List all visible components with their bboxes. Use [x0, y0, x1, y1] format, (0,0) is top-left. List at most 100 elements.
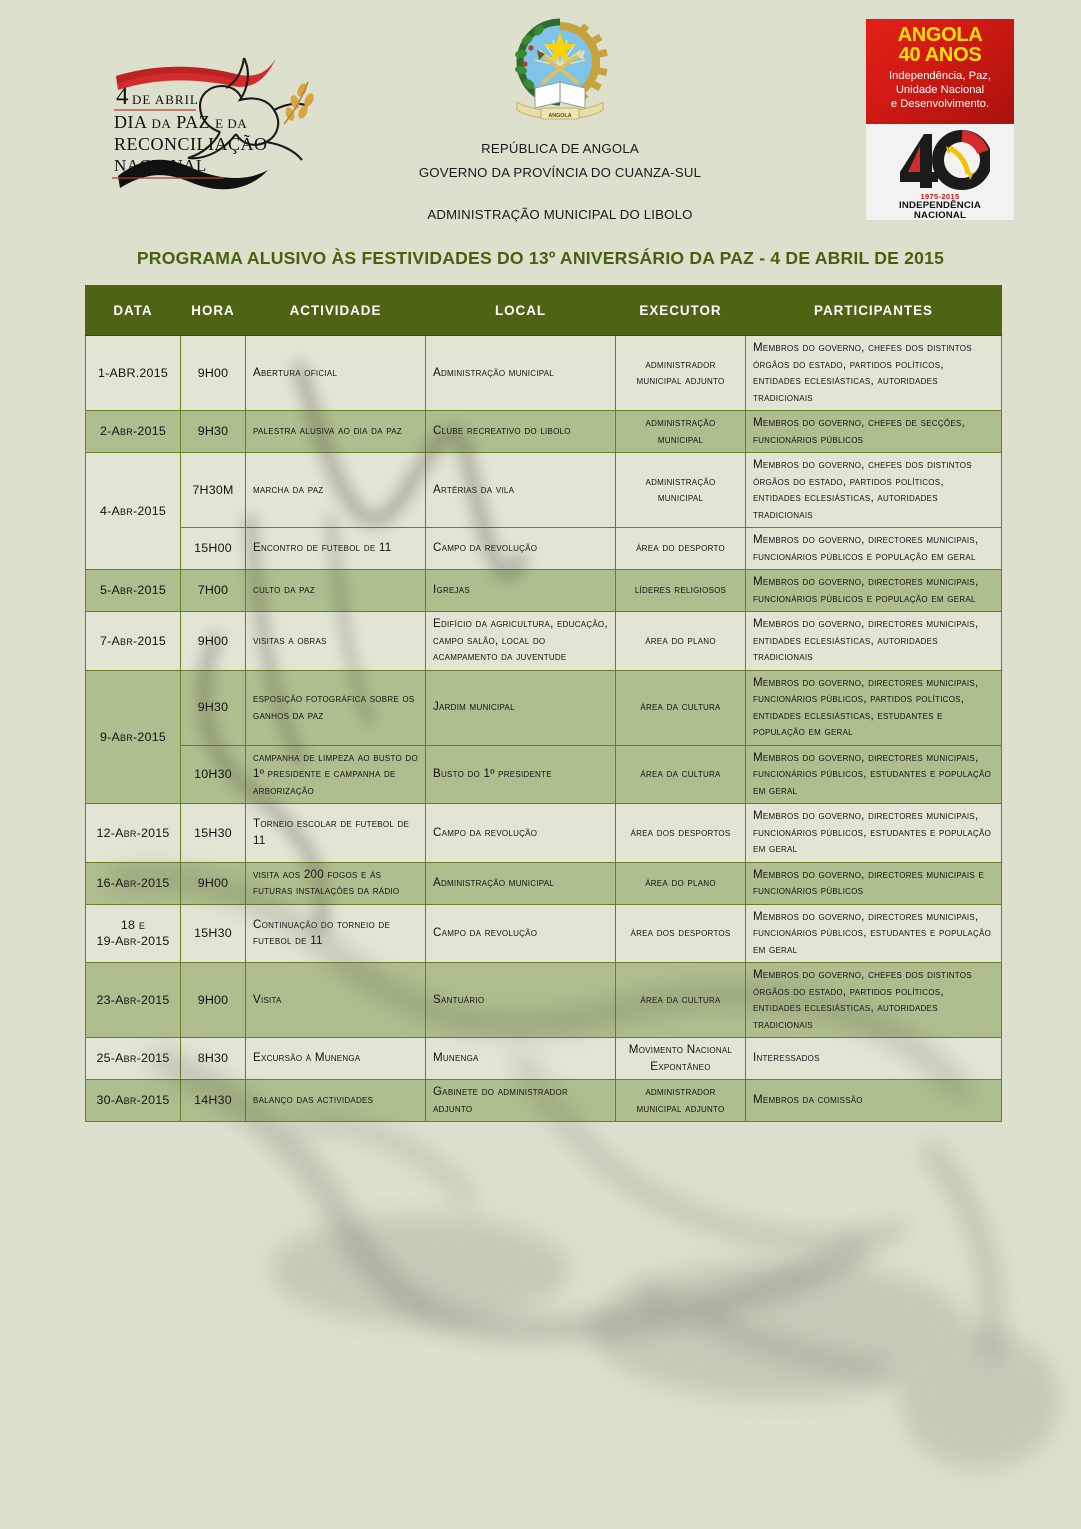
table-row: 7-Abr-2015 9H00 visitas a obras Edifício da… [85, 611, 1002, 671]
cell-activity: Encontro de futebol de 11 [245, 527, 426, 570]
cell-participants: Membros do governo, directores municipai… [745, 903, 1002, 963]
cell-time: 7H30M [180, 452, 246, 528]
republic-line: REPÚBLICA DE ANGOLA [481, 141, 639, 156]
column-header-actividade: ACTIVIDADE [245, 285, 426, 336]
cell-participants: Membros do governo, chefes dos distintos… [745, 335, 1002, 411]
column-header-local: LOCAL [425, 285, 616, 336]
cell-local: Administração municipal [425, 861, 616, 905]
table-row: 4-Abr-2015 7H30M marcha da paz Artérias da … [85, 452, 1002, 570]
cell-time: 9H00 [180, 611, 246, 671]
cell-local: Igrejas [425, 569, 616, 612]
cell-executor: área da cultura [615, 669, 746, 746]
cell-executor: área do plano [615, 861, 746, 905]
cell-time: 15H00 [180, 527, 246, 570]
cell-participants: Membros do governo, directores municipai… [745, 611, 1002, 671]
table-row: 18 e 19-Abr-2015 15H30 Continuação do torn… [85, 903, 1002, 963]
cell-date: 1-ABR.2015 [85, 335, 181, 411]
svg-text:DE ABRIL: DE ABRIL [132, 92, 199, 107]
svg-text:DIA DA PAZ E DA: DIA DA PAZ E DA [114, 112, 247, 132]
cell-executor: administração municipal [615, 410, 746, 453]
cell-executor: administração municipal [615, 452, 746, 528]
cell-activity: Excursão à Munenga [245, 1037, 426, 1080]
coat-banner-text: ANGOLA [548, 113, 571, 119]
cell-date: 18 e 19-Abr-2015 [85, 903, 181, 963]
table-row: 23-Abr-2015 9H00 Visita Santuário área da cu… [85, 962, 1002, 1038]
table-row: 2-Abr-2015 9H30 palestra alusiva ao dia da… [85, 410, 1002, 453]
anos-banner-bottom: 1975-2015 INDEPENDÊNCIA NACIONAL [866, 124, 1014, 221]
cell-time: 7H00 [180, 569, 246, 612]
cell-time: 14H30 [180, 1079, 246, 1122]
svg-text:4: 4 [116, 83, 129, 110]
table-row: 12-Abr-2015 15H30 Torneio escolar de futeb… [85, 803, 1002, 863]
cell-date: 30-Abr-2015 [85, 1079, 181, 1122]
svg-text:NACIONAL: NACIONAL [114, 156, 207, 175]
cell-executor: Movimento Nacional Expontâneo [615, 1037, 746, 1080]
cell-date: 23-Abr-2015 [85, 962, 181, 1038]
column-header-data: DATA [85, 285, 181, 336]
cell-time: 8H30 [180, 1037, 246, 1080]
table-row: 15H00 Encontro de futebol de 11 Campo da r… [86, 527, 1002, 570]
cell-time: 15H30 [180, 903, 246, 963]
svg-text:RECONCILIAÇÃO: RECONCILIAÇÃO [114, 133, 268, 154]
anos-banner-top: ANGOLA 40 ANOS Independência, Paz, Unida… [866, 19, 1014, 124]
cell-time: 9H00 [180, 861, 246, 905]
cell-participants: Membros do governo, directores municipai… [745, 569, 1002, 612]
anos-title-line1: ANGOLA [897, 24, 983, 46]
cell-local: Artérias da vila [425, 452, 616, 528]
cell-activity: Abertura oficial [245, 335, 426, 411]
cell-participants: Membros do governo, directores municipai… [745, 527, 1002, 570]
cell-date: 7-Abr-2015 [85, 611, 181, 671]
anos-years: 1975-2015 [920, 192, 960, 201]
anos-title-line2: 40 ANOS [898, 44, 982, 66]
anos-sub-line3: e Desenvolvimento. [890, 98, 990, 110]
cell-activity: marcha da paz [245, 452, 426, 528]
cell-executor: área da cultura [615, 744, 746, 804]
table-row: 5-Abr-2015 7H00 culto da paz Igrejas líderes… [85, 569, 1002, 612]
cell-local: Jardim municipal [425, 669, 616, 746]
cell-participants: Membros do governo, directores municipai… [745, 861, 1002, 905]
cell-executor: área dos desportos [615, 903, 746, 963]
cell-activity: visita aos 200 fogos e às futuras instal… [245, 861, 426, 905]
angola-coat-of-arms: ANGOLA [515, 18, 608, 120]
cell-executor: área do plano [615, 611, 746, 671]
cell-date: 5-Abr-2015 [85, 569, 181, 612]
cell-date: 16-Abr-2015 [85, 861, 181, 905]
table-row: 16-Abr-2015 9H00 visita aos 200 fogos e às… [85, 861, 1002, 905]
cell-local: Gabinete do administrador adjunto [425, 1079, 616, 1122]
cell-local: Munenga [425, 1037, 616, 1080]
cell-participants: Membros do governo, chefes de secções, f… [745, 410, 1002, 453]
anos-footer-line2: NACIONAL [913, 210, 967, 221]
column-header-hora: HORA [180, 285, 246, 336]
cell-participants: Membros do governo, directores municipai… [745, 803, 1002, 863]
table-row: 10H30 campanha de limpeza ao busto do 1º … [86, 744, 1002, 804]
cell-local: Santuário [425, 962, 616, 1038]
cell-activity: esposição fotográfica sobre os ganhos da… [245, 669, 426, 746]
cell-executor: líderes religiosos [615, 569, 746, 612]
table-row: 9-Abr-2015 9H30 esposição fotográfica sobr… [85, 669, 1002, 804]
cell-date: 2-Abr-2015 [85, 410, 181, 453]
anos-sub-line1: Independência, Paz, [888, 70, 991, 82]
cell-date: 9-Abr-2015 [85, 669, 181, 804]
cell-activity: Continuação do torneio de futebol de 11 [245, 903, 426, 963]
programme-table: DATA HORA ACTIVIDADE LOCAL EXECUTOR PART… [85, 285, 1002, 1122]
cell-executor: área da cultura [615, 962, 746, 1038]
cell-executor: administrador municipal adjunto [615, 1079, 746, 1122]
column-header-executor: EXECUTOR [615, 285, 746, 336]
cell-executor: administrador municipal adjunto [615, 335, 746, 411]
cell-local: Clube recreativo do libolo [425, 410, 616, 453]
cell-activity: culto da paz [245, 569, 426, 612]
table-row: 1-ABR.2015 9H00 Abertura oficial Administra… [85, 335, 1002, 411]
cell-local: Busto do 1º presidente [425, 744, 616, 804]
table-row: 30-Abr-2015 14H30 balanço das actividades G… [85, 1079, 1002, 1122]
cell-local: Campo da revolução [425, 527, 616, 570]
cell-executor: área do desporto [615, 527, 746, 570]
programme-table-wrapper: DATA HORA ACTIVIDADE LOCAL EXECUTOR PART… [85, 285, 1002, 1122]
cell-participants: Membros do governo, directores municipai… [745, 744, 1002, 804]
cell-participants: Membros da comissão [745, 1079, 1002, 1122]
cell-activity: palestra alusiva ao dia da paz [245, 410, 426, 453]
table-body: 1-ABR.2015 9H00 Abertura oficial Administra… [85, 335, 1002, 1122]
cell-local: Campo da revolução [425, 803, 616, 863]
center-header-block: ANGOLA REPÚBLICA DE ANGOLA GOVERNO DA PR… [340, 10, 780, 222]
cell-executor: área dos desportos [615, 803, 746, 863]
government-line: GOVERNO DA PROVÍNCIA DO CUANZA-SUL [418, 165, 702, 181]
